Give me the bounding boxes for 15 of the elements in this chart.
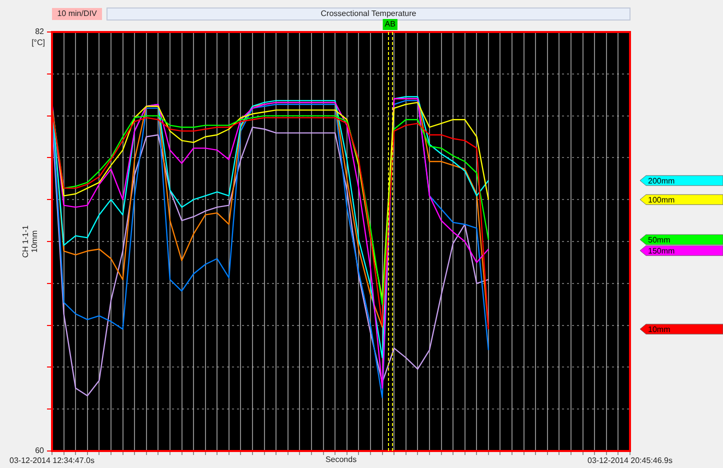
x-tick-label: 03-12-2014 20:45:46.9s xyxy=(588,456,672,466)
text: 150mm xyxy=(648,246,676,256)
text: AB xyxy=(384,20,396,29)
text: [°C] xyxy=(32,38,45,48)
text: 10mm xyxy=(648,324,671,334)
y-tick-label: 60 xyxy=(35,446,45,456)
text: 100mm xyxy=(648,195,676,204)
text: 200mm xyxy=(648,176,676,186)
text: 10 min/DIV xyxy=(57,9,98,18)
y-tick-label: 82 xyxy=(35,27,45,36)
x-axis-title: Seconds xyxy=(325,455,357,464)
x-tick-label: 03-12-2014 12:34:47.0s xyxy=(10,456,94,466)
chart-title: Crossectional Temperature xyxy=(320,9,417,18)
text: 50mm xyxy=(648,235,671,244)
y-axis-title: CH 1-1-1 10mm xyxy=(21,224,40,258)
